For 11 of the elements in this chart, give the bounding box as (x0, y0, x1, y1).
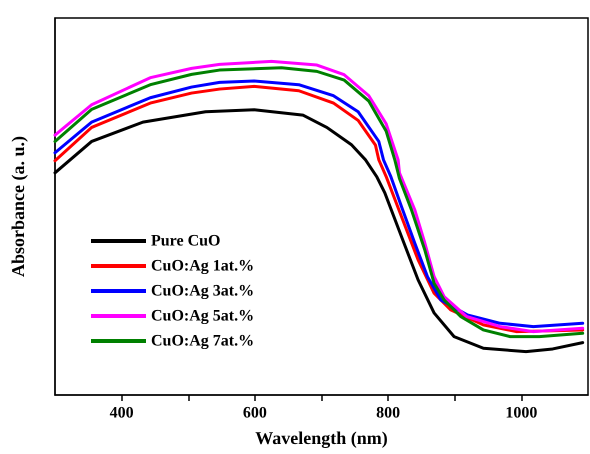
legend-label: Pure CuO (151, 232, 220, 250)
y-axis-title: Absorbance (a. u.) (8, 136, 28, 278)
x-tick-label: 1000 (505, 404, 538, 422)
x-tick-label: 400 (110, 404, 134, 422)
x-axis-title: Wavelength (nm) (255, 428, 388, 448)
legend-label: CuO:Ag 3at.% (151, 282, 254, 300)
x-tick-label: 600 (242, 404, 267, 422)
legend-label: CuO:Ag 5at.% (151, 308, 254, 324)
x-tick-label: 800 (376, 404, 400, 422)
legend-label: CuO:Ag 1at.% (151, 258, 254, 274)
legend-label: CuO:Ag 7at.% (151, 332, 254, 350)
